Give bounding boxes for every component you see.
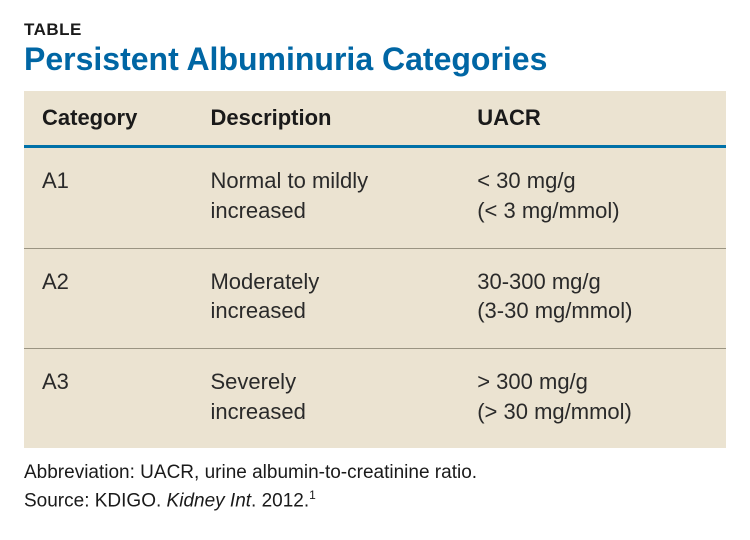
table-header-row: Category Description UACR bbox=[24, 91, 726, 147]
table-label: TABLE bbox=[24, 20, 726, 40]
cell-category: A3 bbox=[24, 348, 192, 448]
cell-uacr: < 30 mg/g (< 3 mg/mmol) bbox=[459, 147, 726, 248]
footnote-source: Source: KDIGO. Kidney Int. 2012.1 bbox=[24, 487, 726, 515]
col-header-category: Category bbox=[24, 91, 192, 147]
col-header-description: Description bbox=[192, 91, 459, 147]
albuminuria-table: Category Description UACR A1 Normal to m… bbox=[24, 91, 726, 448]
cell-description: Moderately increased bbox=[192, 248, 459, 348]
table-row: A3 Severely increased > 300 mg/g (> 30 m… bbox=[24, 348, 726, 448]
cell-category: A2 bbox=[24, 248, 192, 348]
col-header-uacr: UACR bbox=[459, 91, 726, 147]
table-row: A2 Moderately increased 30-300 mg/g (3-3… bbox=[24, 248, 726, 348]
table-title: Persistent Albuminuria Categories bbox=[24, 42, 726, 77]
cell-description: Severely increased bbox=[192, 348, 459, 448]
table-footnotes: Abbreviation: UACR, urine albumin-to-cre… bbox=[24, 460, 726, 515]
cell-description: Normal to mildly increased bbox=[192, 147, 459, 248]
footnote-abbrev: Abbreviation: UACR, urine albumin-to-cre… bbox=[24, 460, 726, 487]
cell-uacr: 30-300 mg/g (3-30 mg/mmol) bbox=[459, 248, 726, 348]
cell-uacr: > 300 mg/g (> 30 mg/mmol) bbox=[459, 348, 726, 448]
cell-category: A1 bbox=[24, 147, 192, 248]
table-row: A1 Normal to mildly increased < 30 mg/g … bbox=[24, 147, 726, 248]
